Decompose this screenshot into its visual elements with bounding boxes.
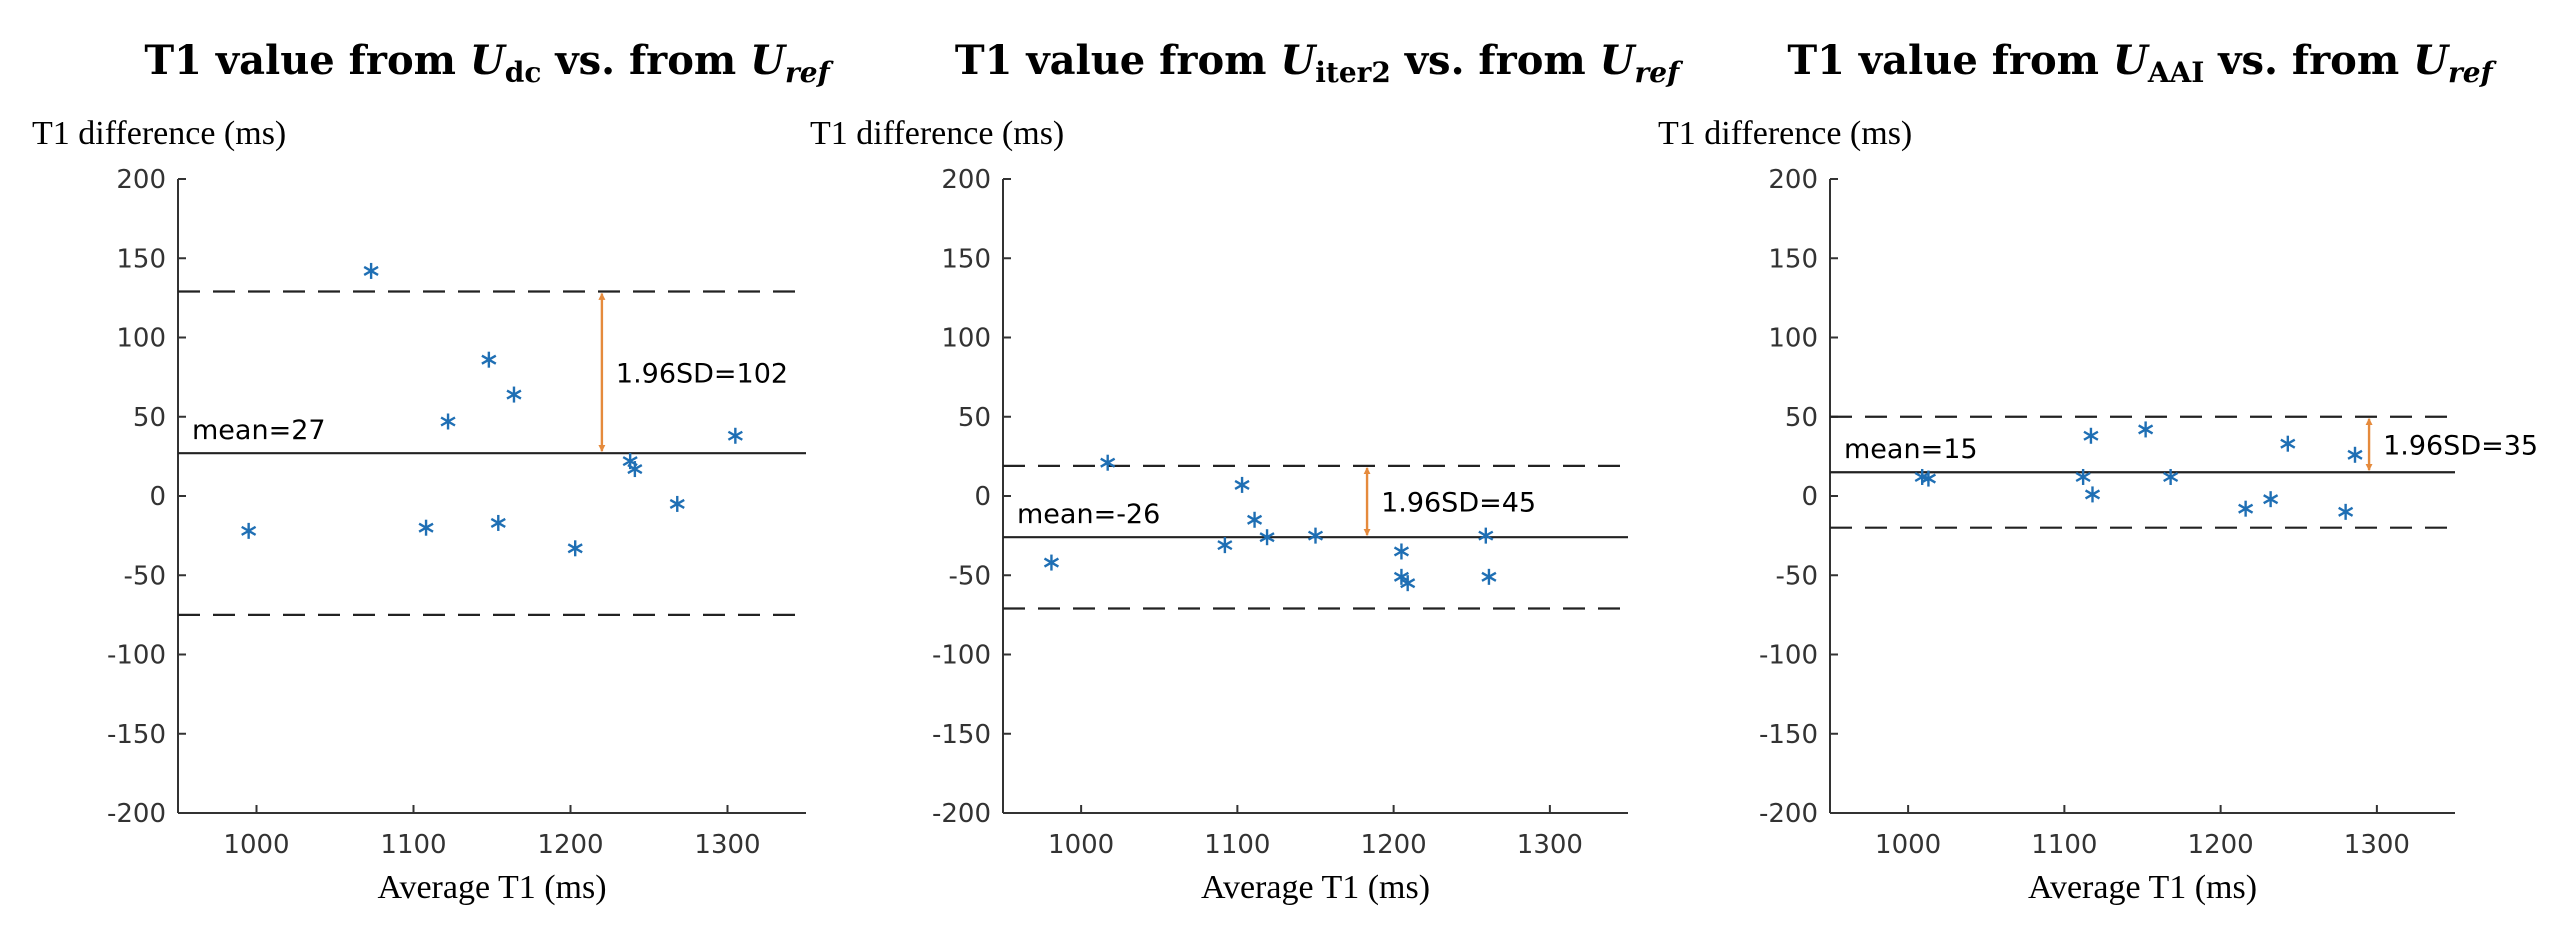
data-point [2075,468,2091,485]
chart-title: T1 value from Uiter2 vs. from Uref [955,37,1684,89]
x-tick-label: 1100 [380,830,446,860]
sd-label: 1.96SD=45 [1381,488,1536,519]
y-tick-label: 50 [958,403,991,433]
data-point [481,351,497,368]
data-point [669,495,685,512]
data-point [490,514,506,531]
x-tick-label: 1100 [2031,830,2097,860]
data-point [1481,568,1497,585]
x-tick-label: 1000 [1048,830,1114,860]
data-point [1478,527,1494,544]
data-point [1234,476,1250,493]
data-point [241,522,257,539]
x-tick-label: 1200 [1361,830,1427,860]
data-point [2163,468,2179,485]
y-tick-label: 50 [133,403,166,433]
x-axis-label: Average T1 (ms) [377,869,606,906]
data-point [1043,554,1059,571]
x-tick-label: 1300 [1517,830,1583,860]
data-point [1393,543,1409,560]
sd-label: 1.96SD=102 [616,358,788,389]
data-point [1400,575,1416,592]
x-tick-label: 1200 [2188,830,2254,860]
y-tick-label: 150 [116,244,166,274]
y-tick-label: -200 [107,799,166,829]
data-point [1100,454,1116,471]
x-tick-label: 1000 [1875,830,1941,860]
data-point [567,540,583,557]
y-tick-label: 200 [116,165,166,195]
y-tick-label: 0 [974,482,991,512]
data-point [1217,537,1233,554]
x-axis-label: Average T1 (ms) [1201,869,1430,906]
mean-label: mean=-26 [1017,499,1160,530]
x-tick-label: 1300 [2344,830,2410,860]
x-tick-label: 1200 [537,830,603,860]
data-point [2263,491,2279,508]
y-tick-label: 0 [149,482,166,512]
y-tick-label: 50 [1785,403,1818,433]
data-point [2338,503,2354,520]
data-point [506,386,522,403]
data-point [2238,500,2254,517]
data-point [363,262,379,279]
mean-label: mean=27 [192,415,326,446]
data-point [1259,529,1275,546]
data-point [2138,421,2154,438]
chart-panel-2: T1 value from Uiter2 vs. from Uref T1 dif… [810,37,1684,906]
x-axis-label: Average T1 (ms) [2028,869,2257,906]
chart-panel-3: T1 value from UAAI vs. from Uref T1 diffe… [1658,37,2538,906]
chart-title: T1 value from UAAI vs. from Uref [1787,37,2497,89]
x-tick-label: 1300 [694,830,760,860]
y-tick-label: 100 [1768,324,1818,354]
data-point [2280,435,2296,452]
data-point [1307,527,1324,544]
y-tick-label: -100 [107,641,166,671]
data-point [2083,427,2099,444]
mean-label: mean=15 [1844,434,1978,465]
x-tick-label: 1100 [1204,830,1270,860]
y-tick-label: 150 [1768,244,1818,274]
data-point [2347,446,2363,463]
y-tick-label: -150 [932,720,991,750]
y-tick-label: 200 [941,165,991,195]
data-point [1393,568,1409,585]
y-tick-label: -150 [107,720,166,750]
y-tick-label: -50 [949,561,991,591]
data-point [440,413,456,430]
y-tick-label: -150 [1759,720,1818,750]
y-axis-label: T1 difference (ms) [32,115,286,152]
y-tick-label: 150 [941,244,991,274]
data-point [2084,486,2101,503]
y-tick-label: 100 [116,324,166,354]
x-tick-label: 1000 [223,830,289,860]
chart-panel-1: T1 value from Udc vs. from Uref T1 differ… [32,37,835,906]
y-tick-label: -50 [1776,561,1818,591]
y-tick-label: -100 [1759,641,1818,671]
y-tick-label: -100 [932,641,991,671]
y-tick-label: -200 [1759,799,1818,829]
y-tick-label: -50 [124,561,166,591]
y-tick-label: 0 [1801,482,1818,512]
data-point [418,519,434,536]
sd-label: 1.96SD=35 [2383,430,2538,461]
y-axis-label: T1 difference (ms) [810,115,1064,152]
y-tick-label: 100 [941,324,991,354]
y-tick-label: 200 [1768,165,1818,195]
data-point [627,461,643,478]
data-point [727,427,743,444]
data-point [1247,511,1263,528]
y-tick-label: -200 [932,799,991,829]
data-point [1920,470,1936,487]
y-axis-label: T1 difference (ms) [1658,115,1912,152]
chart-title: T1 value from Udc vs. from Uref [144,37,834,89]
